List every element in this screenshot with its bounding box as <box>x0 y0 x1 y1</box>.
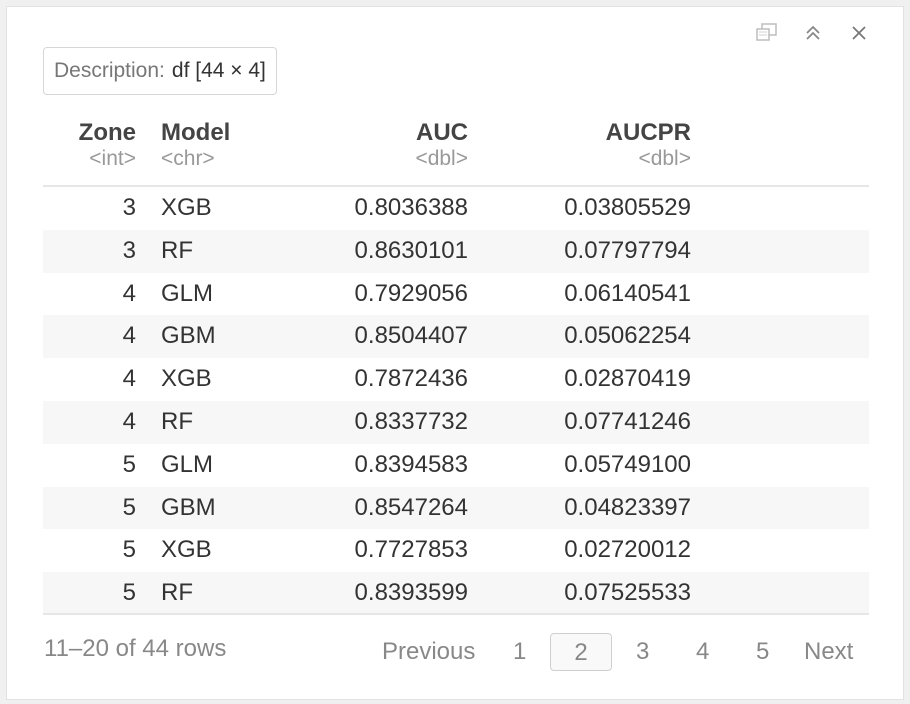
zone-cell: 4 <box>122 407 136 435</box>
model-cell: XGB <box>161 194 212 221</box>
table-row: 5 GBM 0.8547264 0.04823397 <box>43 486 869 530</box>
zone-cell: 3 <box>122 236 136 264</box>
auc-cell: 0.8036388 <box>354 194 468 221</box>
model-cell: RF <box>161 407 193 435</box>
close-output-button[interactable] <box>847 23 871 47</box>
table-row: 3 XGB 0.8036388 0.03805529 <box>43 187 869 230</box>
aucpr-cell: 0.02870419 <box>564 365 691 393</box>
model-cell: RF <box>161 236 193 264</box>
table-row: 5 RF 0.8393599 0.07525533 <box>43 572 869 615</box>
column-name: AUCPR <box>605 119 691 146</box>
auc-cell: 0.7872436 <box>354 365 468 393</box>
model-cell: GBM <box>161 493 216 521</box>
table-footer-divider <box>43 613 869 615</box>
aucpr-cell: 0.03805529 <box>564 194 691 221</box>
aucpr-cell: 0.06140541 <box>564 279 691 307</box>
zone-cell: 4 <box>122 322 136 350</box>
previous-page-button[interactable]: Previous <box>382 638 476 665</box>
auc-cell: 0.8547264 <box>354 493 468 521</box>
description-box: Description: df [44 × 4] <box>43 47 277 95</box>
zone-cell: 3 <box>122 194 136 221</box>
table-row: 5 GLM 0.8394583 0.05749100 <box>43 444 869 487</box>
table-row: 4 XGB 0.7872436 0.02870419 <box>43 358 869 401</box>
model-cell: RF <box>161 579 193 607</box>
aucpr-cell: 0.04823397 <box>564 493 691 521</box>
close-icon <box>851 25 867 46</box>
aucpr-cell: 0.07525533 <box>564 579 691 607</box>
output-toolbar <box>733 22 871 48</box>
model-cell: GBM <box>161 322 216 350</box>
column-name: Zone <box>78 119 136 146</box>
model-cell: GLM <box>161 279 214 307</box>
collapse-up-icon <box>804 24 822 47</box>
description-value: df [44 × 4] <box>171 59 266 82</box>
auc-cell: 0.8393599 <box>354 579 468 607</box>
auc-cell: 0.8630101 <box>354 236 468 264</box>
table-row: 3 RF 0.8630101 0.07797794 <box>43 229 869 273</box>
table-row: 5 XGB 0.7727853 0.02720012 <box>43 529 869 572</box>
zone-cell: 5 <box>122 579 136 607</box>
auc-cell: 0.8337732 <box>354 407 468 435</box>
column-type: <dbl> <box>415 147 468 170</box>
column-header-aucpr[interactable]: AUCPR <dbl> <box>503 119 691 171</box>
column-header-model[interactable]: Model <chr> <box>161 119 281 171</box>
column-name: AUC <box>416 119 468 146</box>
open-in-new-window-icon <box>756 22 778 48</box>
aucpr-cell: 0.05062254 <box>564 322 691 350</box>
zone-cell: 5 <box>122 493 136 521</box>
table-row: 4 GBM 0.8504407 0.05062254 <box>43 315 869 359</box>
output-panel: Description: df [44 × 4] Zone <int> Mode… <box>6 6 904 700</box>
page-1-button[interactable]: 1 <box>513 638 527 665</box>
zone-cell: 5 <box>122 536 136 564</box>
aucpr-cell: 0.07741246 <box>564 407 691 435</box>
collapse-output-button[interactable] <box>801 23 825 47</box>
table-row: 4 RF 0.8337732 0.07741246 <box>43 400 869 444</box>
auc-cell: 0.7727853 <box>354 536 468 564</box>
aucpr-cell: 0.05749100 <box>564 450 691 478</box>
column-type: <chr> <box>161 147 215 170</box>
page-4-button[interactable]: 4 <box>696 638 710 665</box>
row-range-info: 11–20 of 44 rows <box>44 635 227 662</box>
auc-cell: 0.7929056 <box>354 279 468 307</box>
column-header-zone[interactable]: Zone <int> <box>43 119 136 171</box>
page-2-button-current[interactable]: 2 <box>550 633 612 671</box>
model-cell: XGB <box>161 365 212 393</box>
description-label: Description: <box>54 59 165 82</box>
column-type: <int> <box>89 147 136 170</box>
column-name: Model <box>161 119 231 146</box>
aucpr-cell: 0.02720012 <box>564 536 691 564</box>
page-3-button[interactable]: 3 <box>636 638 650 665</box>
table-row: 4 GLM 0.7929056 0.06140541 <box>43 273 869 316</box>
table-header: Zone <int> Model <chr> AUC <dbl> AUCPR <… <box>43 115 869 187</box>
model-cell: XGB <box>161 536 212 564</box>
column-type: <dbl> <box>638 147 691 170</box>
page-5-button[interactable]: 5 <box>756 638 770 665</box>
model-cell: GLM <box>161 450 214 478</box>
zone-cell: 4 <box>122 365 136 393</box>
zone-cell: 5 <box>122 450 136 478</box>
auc-cell: 0.8394583 <box>354 450 468 478</box>
open-in-new-window-button[interactable] <box>755 22 779 48</box>
auc-cell: 0.8504407 <box>354 322 468 350</box>
column-header-auc[interactable]: AUC <dbl> <box>293 119 468 171</box>
aucpr-cell: 0.07797794 <box>564 236 691 264</box>
data-frame-table: Zone <int> Model <chr> AUC <dbl> AUCPR <… <box>43 115 869 615</box>
next-page-button[interactable]: Next <box>804 638 854 665</box>
zone-cell: 4 <box>122 279 136 307</box>
